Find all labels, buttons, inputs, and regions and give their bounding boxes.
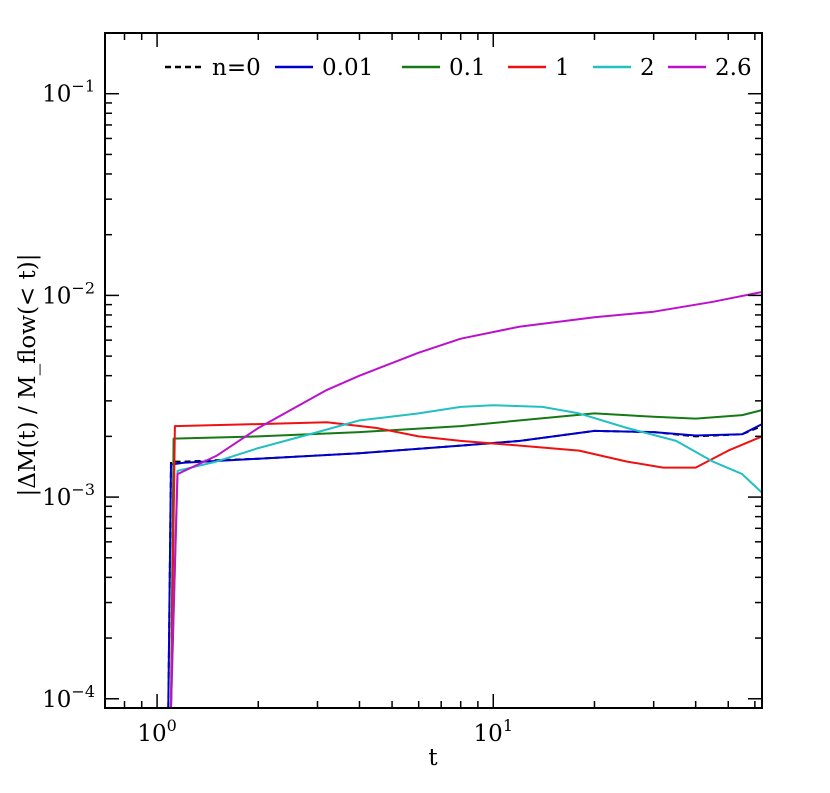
x-tick-label: 101 (474, 716, 513, 747)
legend: n=0 0.01 0.1 1 2 2.6 (165, 55, 752, 81)
legend-entry-label: 2.6 (715, 55, 752, 81)
plot-frame (104, 32, 763, 709)
axis-ticks: 10−4 10−3 10−2 10−1 100 101 (42, 32, 762, 747)
legend-entry-label: 2 (640, 55, 655, 81)
x-axis-label: t (428, 745, 438, 771)
series-line-3 (170, 409, 762, 708)
y-tick-label: 10−3 (42, 480, 95, 511)
legend-entry-label: 0.1 (449, 55, 486, 81)
series-group (167, 291, 762, 708)
y-tick-label: 10−1 (42, 77, 95, 108)
legend-entry-label: 0.01 (322, 55, 373, 81)
legend-entry-label: n=0 (212, 55, 261, 81)
series-line-4 (170, 421, 762, 708)
x-tick-label: 100 (137, 716, 176, 747)
y-tick-label: 10−2 (42, 278, 95, 309)
y-axis-label: |ΔM(t) / M_flow(< t)| (15, 254, 41, 497)
y-tick-label: 10−4 (42, 682, 95, 713)
plot-area (104, 32, 763, 709)
legend-entry-label: 1 (555, 55, 570, 81)
series-line-5 (170, 404, 762, 708)
series-line-6 (170, 291, 762, 708)
